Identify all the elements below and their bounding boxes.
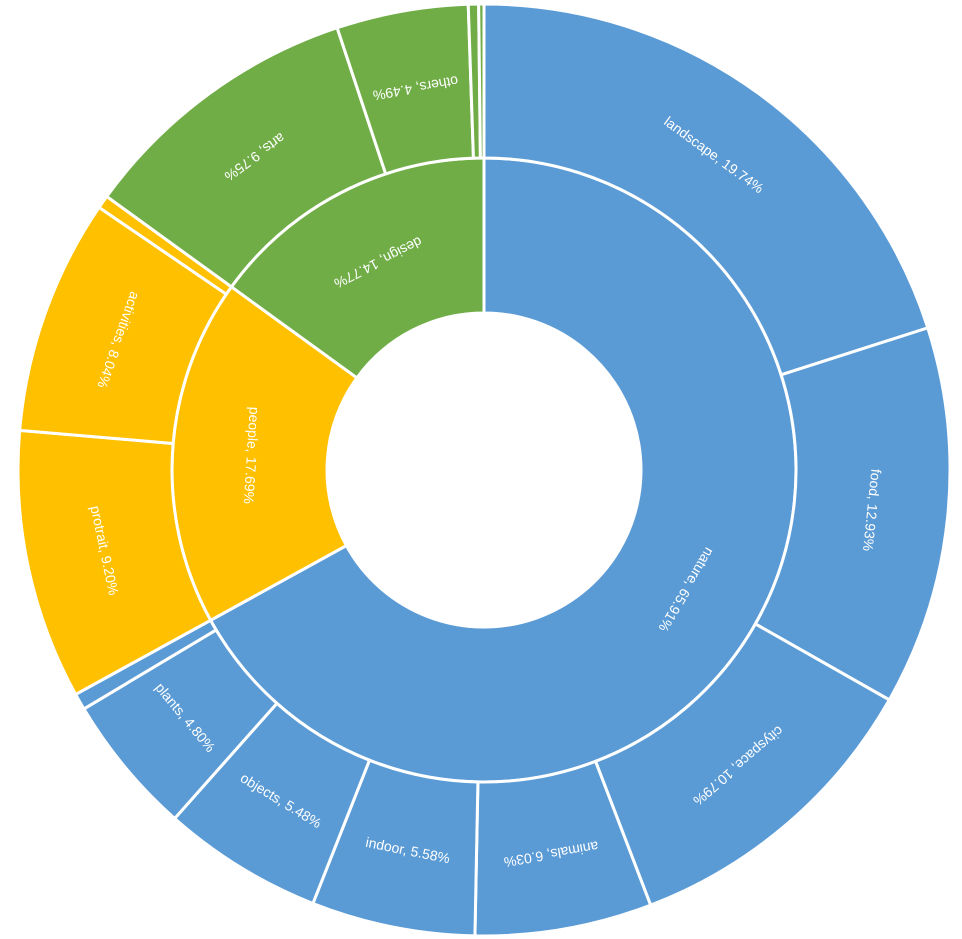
- outer-ring: [16, 2, 952, 938]
- inner-people-label: people, 17.69%: [241, 406, 263, 504]
- outer-slice-unlabeled-14[interactable]: [477, 2, 486, 160]
- inner-ring: [170, 156, 798, 784]
- outer-slice-landscape[interactable]: [482, 2, 930, 377]
